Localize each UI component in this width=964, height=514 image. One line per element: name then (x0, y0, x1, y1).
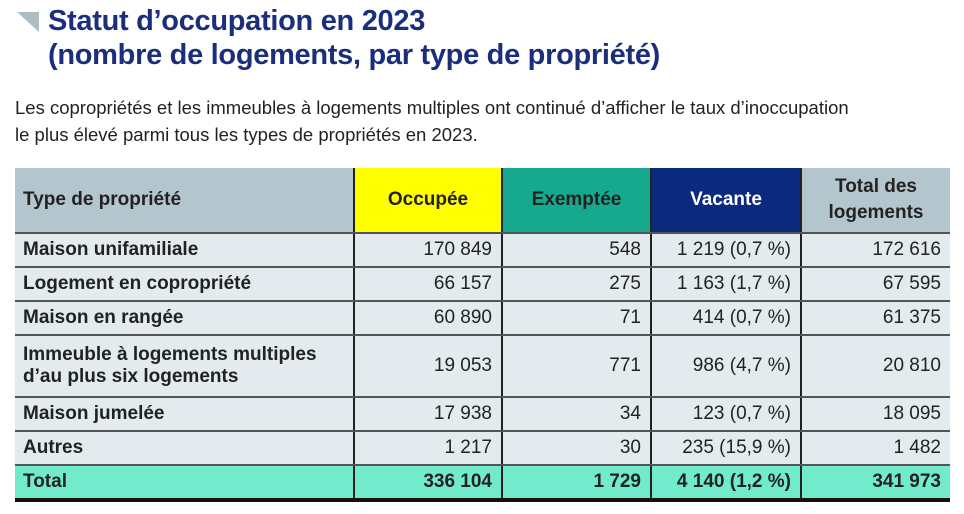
cell-exemptee: 30 (501, 431, 651, 466)
cell-total: 67 595 (800, 267, 950, 302)
cell-occupee: 1 217 (353, 431, 502, 466)
cell-vacante: 123 (0,7 %) (650, 397, 801, 432)
title-line-1: Statut d’occupation en 2023 (48, 5, 426, 37)
table-row: Maison unifamiliale 170 849 548 1 219 (0… (15, 233, 950, 268)
cell-type: Logement en copropriété (15, 267, 354, 302)
title-triangle-icon (17, 12, 39, 32)
cell-occupee: 66 157 (353, 267, 502, 302)
cell-exemptee: 71 (501, 301, 651, 336)
cell-occupee: 17 938 (353, 397, 502, 432)
cell-exemptee: 548 (501, 233, 651, 268)
title-line-2: (nombre de logements, par type de propri… (48, 39, 661, 71)
cell-occupee: 170 849 (353, 233, 502, 268)
cell-occupee: 19 053 (353, 335, 502, 398)
cell-type: Maison jumelée (15, 397, 354, 432)
cell-exemptee: 34 (501, 397, 651, 432)
table-header-row: Type de propriété Occupée Exemptée Vacan… (15, 168, 950, 234)
cell-total: 172 616 (800, 233, 950, 268)
table-row: Immeuble à logements multiples d’au plus … (15, 335, 950, 398)
header-total-l2: logements (828, 202, 924, 223)
intro-line-1: Les copropriétés et les immeubles à loge… (15, 97, 849, 118)
cell-exemptee: 1 729 (501, 465, 651, 502)
header-vacante: Vacante (650, 168, 801, 234)
header-total-l1: Total des (835, 176, 917, 197)
table-row: Autres 1 217 30 235 (15,9 %) 1 482 (15, 431, 950, 466)
header-total: Total des logements (800, 168, 950, 234)
table-row: Maison en rangée 60 890 71 414 (0,7 %) 6… (15, 301, 950, 336)
cell-exemptee: 275 (501, 267, 651, 302)
header-exemptee: Exemptée (501, 168, 651, 234)
header-occupee: Occupée (353, 168, 502, 234)
cell-vacante: 1 163 (1,7 %) (650, 267, 801, 302)
cell-total: 20 810 (800, 335, 950, 398)
cell-vacante: 414 (0,7 %) (650, 301, 801, 336)
cell-total: 1 482 (800, 431, 950, 466)
cell-type: Immeuble à logements multiples d’au plus … (15, 335, 354, 398)
cell-vacante: 235 (15,9 %) (650, 431, 801, 466)
intro-text: Les copropriétés et les immeubles à loge… (15, 94, 915, 148)
cell-total: 341 973 (800, 465, 950, 502)
cell-occupee: 60 890 (353, 301, 502, 336)
cell-vacante: 1 219 (0,7 %) (650, 233, 801, 268)
occupancy-table: Type de propriété Occupée Exemptée Vacan… (15, 168, 950, 502)
cell-vacante: 986 (4,7 %) (650, 335, 801, 398)
cell-type: Maison unifamiliale (15, 233, 354, 268)
cell-total: 61 375 (800, 301, 950, 336)
cell-total: 18 095 (800, 397, 950, 432)
cell-type-l2: d’au plus six logements (23, 366, 239, 387)
intro-line-2: le plus élevé parmi tous les types de pr… (15, 124, 478, 145)
cell-exemptee: 771 (501, 335, 651, 398)
cell-type: Maison en rangée (15, 301, 354, 336)
table-row: Maison jumelée 17 938 34 123 (0,7 %) 18 … (15, 397, 950, 432)
cell-occupee: 336 104 (353, 465, 502, 502)
table-total-row: Total 336 104 1 729 4 140 (1,2 %) 341 97… (15, 465, 950, 502)
cell-type: Autres (15, 431, 354, 466)
header-type: Type de propriété (15, 168, 354, 234)
page-title: Statut d’occupation en 2023 (nombre de l… (48, 4, 660, 72)
cell-vacante: 4 140 (1,2 %) (650, 465, 801, 502)
cell-type-l1: Immeuble à logements multiples (23, 344, 317, 365)
table-row: Logement en copropriété 66 157 275 1 163… (15, 267, 950, 302)
cell-type: Total (15, 465, 354, 502)
